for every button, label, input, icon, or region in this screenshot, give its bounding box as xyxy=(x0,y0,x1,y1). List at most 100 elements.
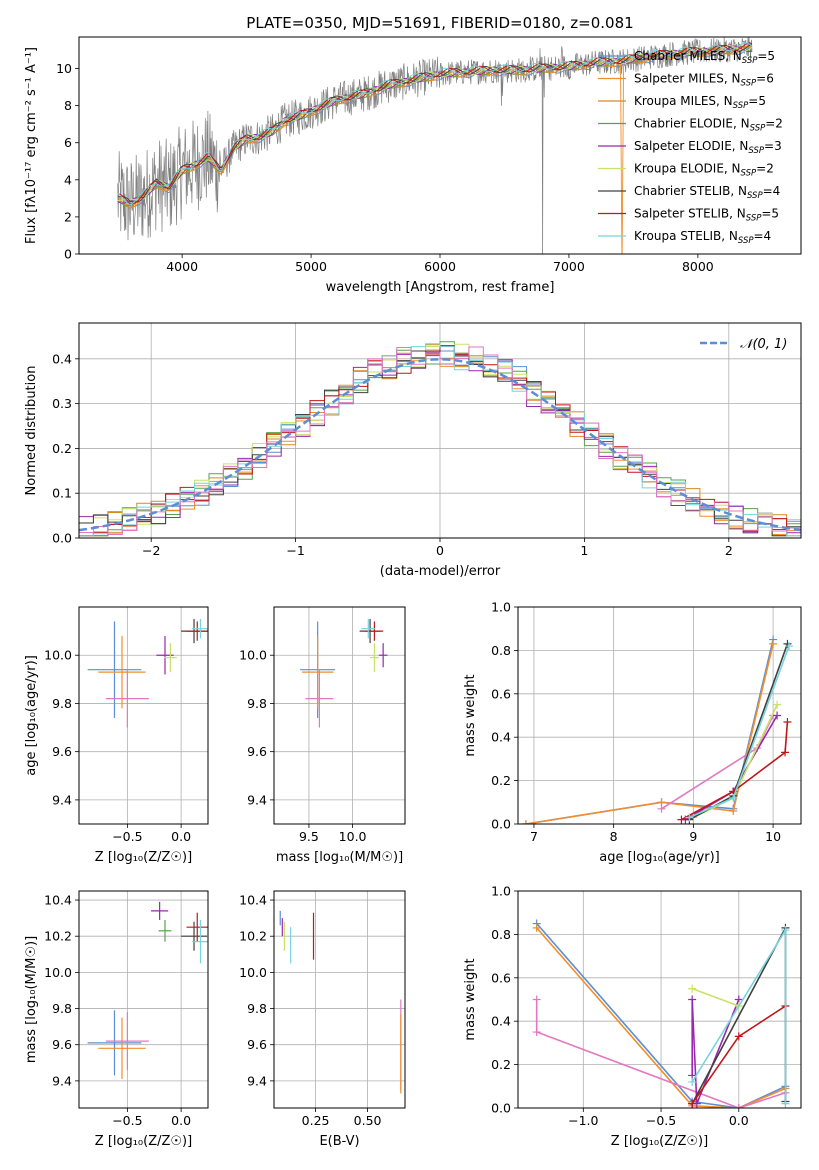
mass_weight_vs_Z-xtick-label: 0.0 xyxy=(729,1113,749,1128)
figure-title: PLATE=0350, MJD=51691, FIBERID=0180, z=0… xyxy=(246,14,633,32)
mass_vs_Z-ytick-label: 9.6 xyxy=(52,1037,72,1052)
legend-entry: Kroupa ELODIE, NSSP=2 xyxy=(634,162,774,179)
residual-legend-label: 𝒩(0, 1) xyxy=(740,337,787,352)
residuals-ytick-label: 0.1 xyxy=(52,486,72,501)
spectrum-ytick-label: 8 xyxy=(64,98,72,113)
mass_vs_Z-xtick-label: 0.0 xyxy=(171,1113,191,1128)
weight-point-marker xyxy=(769,639,778,648)
age_vs_Z-xtick-label: −0.5 xyxy=(112,829,142,844)
mass_weight_vs_Z-axes: −1.0 −0.5 0.0 0.0 0.2 0.4 0.6 0.8 1.0 Z [log₁₀(Z/… xyxy=(463,884,801,1149)
residuals-xtick-label: −1 xyxy=(286,543,304,558)
mass_weight_vs_Z-ytick-label: 1.0 xyxy=(491,884,511,899)
mass_vs_Z-plot xyxy=(87,901,208,1080)
weight-series-line xyxy=(691,987,740,1007)
weight-point-marker xyxy=(734,1032,743,1041)
mass_vs_EBV-ytick-label: 9.8 xyxy=(247,1001,267,1016)
mass_vs_EBV-xtick-label: 0.25 xyxy=(302,1113,330,1128)
weight-series-line xyxy=(536,922,786,1108)
mass_weight_vs_Z-frame xyxy=(517,890,802,1109)
age_vs_mass-frame xyxy=(273,606,406,825)
weight-point-marker xyxy=(657,804,666,813)
residuals-xtick-label: −2 xyxy=(142,543,160,558)
mass_weight_vs_age-ytick-label: 0.4 xyxy=(491,730,511,745)
mass_vs_EBV-ytick-label: 10.2 xyxy=(239,929,267,944)
spectrum-ytick-label: 0 xyxy=(64,247,72,262)
spectrum-frame xyxy=(78,36,802,255)
mass_weight_vs_age-xtick-label: 9 xyxy=(689,829,697,844)
age_vs_Z-xtick-label: 0.0 xyxy=(171,829,191,844)
age_vs_mass-ytick-label: 9.4 xyxy=(247,792,267,807)
mass_weight_vs_Z-ylabel: mass weight xyxy=(463,958,478,1040)
legend-entry: Salpeter STELIB, NSSP=5 xyxy=(634,207,779,224)
weight-point-marker xyxy=(773,711,782,720)
mass_weight_vs_Z-ytick-label: 0.2 xyxy=(491,1057,511,1072)
weight-point-marker xyxy=(781,748,790,757)
weight-point-marker xyxy=(685,813,694,822)
mass_weight_vs_Z-ytick-label: 0.8 xyxy=(491,927,511,942)
mass_weight_vs_Z-ytick-label: 0.0 xyxy=(491,1101,511,1116)
mass_vs_Z-axes: −0.5 0.0 9.4 9.6 9.8 10.0 10.2 10.4 Z [log₁₀(Z/Z… xyxy=(24,891,208,1149)
age_vs_mass-xtick-label: 10.0 xyxy=(339,829,367,844)
legend-entry: Chabrier STELIB, NSSP=4 xyxy=(634,184,780,201)
age_vs_Z-ytick-label: 9.6 xyxy=(52,744,72,759)
mass_weight_vs_Z-xlabel: Z [log₁₀(Z/Z☉)] xyxy=(611,1134,708,1149)
residuals-xtick-label: 0 xyxy=(436,543,444,558)
model-spectrum-line xyxy=(117,46,753,254)
spectrum-xtick-label: 7000 xyxy=(553,259,585,274)
age_vs_Z-xlabel: Z [log₁₀(Z/Z☉)] xyxy=(95,850,192,865)
spectrum-plot xyxy=(117,37,753,254)
observed-spectrum-line xyxy=(117,37,753,254)
spectrum-xtick-label: 6000 xyxy=(424,259,456,274)
mass_vs_EBV-ytick-label: 10.4 xyxy=(239,893,267,908)
mass_weight_vs_age-ytick-label: 0.0 xyxy=(491,817,511,832)
weight-point-marker xyxy=(785,642,794,651)
weight-point-marker xyxy=(688,1099,697,1108)
legend-entry: Salpeter ELODIE, NSSP=3 xyxy=(634,139,782,156)
mass_weight_vs_age-axes: 7 8 9 10 0.0 0.2 0.4 0.6 0.8 1.0 age [log₁₀(age/yr… xyxy=(463,600,801,865)
mass_vs_Z-frame xyxy=(78,890,209,1109)
legend-entry: Salpeter MILES, NSSP=6 xyxy=(634,72,774,89)
weight-point-marker xyxy=(729,793,738,802)
weight-series-line xyxy=(691,999,740,1104)
mass_weight_vs_age-xtick-label: 10 xyxy=(765,829,781,844)
weight-point-marker xyxy=(688,984,697,993)
weight-point-marker xyxy=(688,995,697,1004)
mass_weight_vs_age-frame xyxy=(517,606,802,825)
mass_weight_vs_Z-ytick-label: 0.4 xyxy=(491,1014,511,1029)
spectrum-ylabel: Flux [fλ10⁻¹⁷ erg cm⁻² s⁻¹ A⁻¹] xyxy=(24,47,39,244)
age_vs_mass-ytick-label: 10.0 xyxy=(239,648,267,663)
mass_vs_EBV-xlabel: E(B-V) xyxy=(319,1134,359,1149)
spectrum-ytick-label: 2 xyxy=(64,209,72,224)
spectrum-xtick-label: 5000 xyxy=(295,259,327,274)
mass_vs_EBV-ytick-label: 9.6 xyxy=(247,1037,267,1052)
mass_weight_vs_age-ylabel: mass weight xyxy=(463,674,478,756)
weight-series-line xyxy=(684,715,778,821)
mass_vs_Z-ytick-label: 10.4 xyxy=(44,893,72,908)
age_vs_mass-xtick-label: 9.5 xyxy=(299,829,319,844)
mass_weight_vs_age-ytick-label: 1.0 xyxy=(491,600,511,615)
spectrum-ytick-label: 6 xyxy=(64,135,72,150)
age_vs_Z-ytick-label: 10.0 xyxy=(44,648,72,663)
spectrum-xtick-label: 8000 xyxy=(682,259,714,274)
weight-point-marker xyxy=(783,639,792,648)
residuals-ylabel: Normed distribution xyxy=(24,366,39,496)
residuals-xtick-label: 1 xyxy=(580,543,588,558)
weight-point-marker xyxy=(677,815,686,824)
age_vs_mass-axes: 9.5 10.0 9.4 9.6 9.8 10.0 mass [log₁₀(M/M☉)] xyxy=(239,607,405,865)
mass_vs_Z-ytick-label: 10.2 xyxy=(44,929,72,944)
residuals-plot xyxy=(79,341,801,537)
spectrum-xtick-label: 4000 xyxy=(166,259,198,274)
residuals-xtick-label: 2 xyxy=(725,543,733,558)
residuals-ytick-label: 0.4 xyxy=(52,351,72,366)
age_vs_Z-plot xyxy=(87,619,208,728)
weight-point-marker xyxy=(783,718,792,727)
spectrum-axes: 4000 5000 6000 7000 8000 0 2 4 6 8 10 wavelength [A… xyxy=(24,47,714,295)
legend-entry: Chabrier ELODIE, NSSP=2 xyxy=(634,117,783,134)
mass_vs_EBV-plot xyxy=(279,910,402,1094)
mass_weight_vs_Z-ytick-label: 0.6 xyxy=(491,970,511,985)
age_vs_mass-ytick-label: 9.6 xyxy=(247,744,267,759)
age_vs_Z-ytick-label: 9.4 xyxy=(52,792,72,807)
spectrum-ytick-label: 4 xyxy=(64,172,72,187)
mass_vs_EBV-xtick-label: 0.50 xyxy=(354,1113,382,1128)
